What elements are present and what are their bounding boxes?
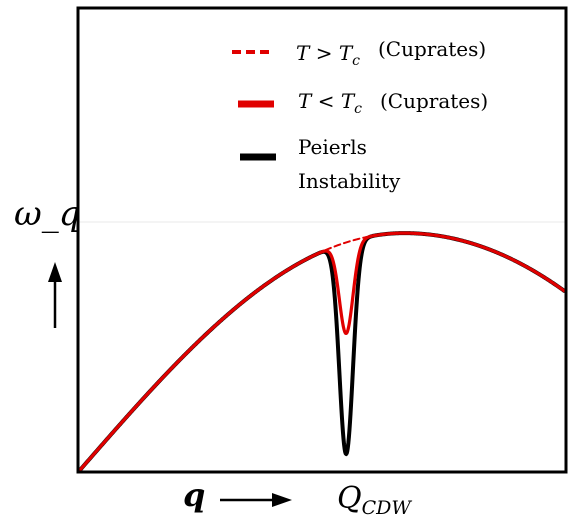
series-line-0: [315, 232, 389, 256]
legend: T > Tc (Cuprates) T < Tc (Cuprates) Peie…: [232, 37, 488, 193]
series-line-1: [78, 231, 566, 472]
y-axis-label: ω_q: [14, 194, 81, 234]
legend-tail-below-tc: (Cuprates): [380, 89, 488, 113]
legend-label-below-tc: T < Tc: [298, 89, 362, 117]
plot-frame: [76, 6, 568, 474]
y-axis-arrow-head: [48, 262, 62, 282]
series-line-2: [78, 231, 566, 472]
x-axis-arrow-head: [272, 493, 292, 507]
legend-label-peierls-line2: Instability: [298, 169, 401, 193]
x-tick-label-qcdw: QCDW: [337, 481, 412, 519]
curves-group: [78, 231, 566, 472]
legend-label-above-tc: T > Tc: [296, 41, 360, 69]
legend-tail-above-tc: (Cuprates): [378, 37, 486, 61]
x-axis-label: q: [183, 476, 205, 514]
legend-label-peierls-line1: Peierls: [298, 135, 367, 159]
